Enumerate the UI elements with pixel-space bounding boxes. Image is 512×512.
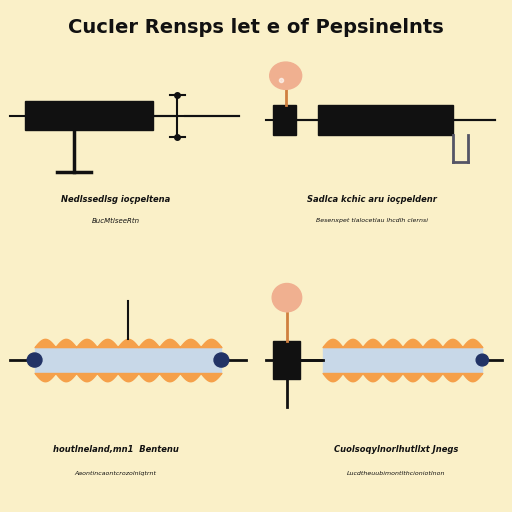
Circle shape xyxy=(476,354,488,366)
Circle shape xyxy=(214,353,229,367)
Bar xyxy=(317,105,453,135)
Bar xyxy=(273,341,301,379)
Text: Sadlca kchic aru ioçpeldenr: Sadlca kchic aru ioçpeldenr xyxy=(307,195,437,204)
Bar xyxy=(35,347,221,373)
Text: BucMtlseeRtn: BucMtlseeRtn xyxy=(92,218,140,224)
Text: Besenxpet tlalocetlau lhcdlh clernsi: Besenxpet tlalocetlau lhcdlh clernsi xyxy=(316,218,428,223)
Circle shape xyxy=(27,353,42,367)
Text: houtlneland,mn1  Bentenu: houtlneland,mn1 Bentenu xyxy=(53,445,179,454)
Text: Aaontincaontcrozolnlqtrnt: Aaontincaontcrozolnlqtrnt xyxy=(75,471,157,476)
Text: Cuolsoqylnorlhutllxt Jnegs: Cuolsoqylnorlhutllxt Jnegs xyxy=(334,445,458,454)
Text: Nedlssedlsg ioçpeltena: Nedlssedlsg ioçpeltena xyxy=(61,195,170,204)
Text: Lucdtheuubimontlthcioniotlnon: Lucdtheuubimontlthcioniotlnon xyxy=(347,471,445,476)
Bar xyxy=(273,105,295,135)
Circle shape xyxy=(270,62,302,90)
Text: CucIer Rensps let e of Pepsinelnts: CucIer Rensps let e of Pepsinelnts xyxy=(68,18,444,37)
Bar xyxy=(323,347,482,373)
Bar xyxy=(25,101,153,130)
Circle shape xyxy=(272,284,302,312)
